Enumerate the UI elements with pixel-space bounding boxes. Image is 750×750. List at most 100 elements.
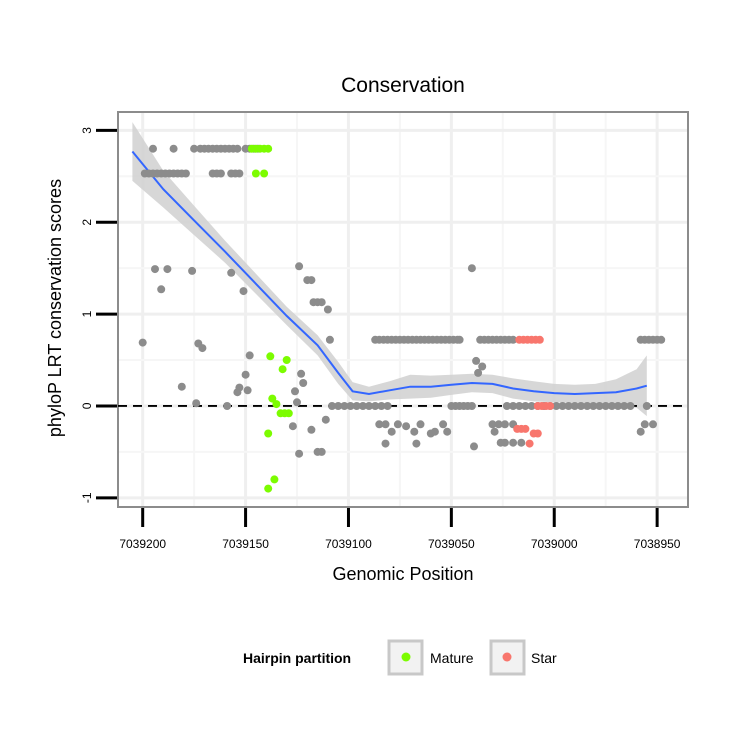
point-mature [282, 356, 291, 364]
point-mature [270, 475, 279, 484]
point-other [472, 356, 481, 365]
point-other [293, 398, 301, 407]
confidence-band [132, 122, 647, 417]
point-mature [264, 484, 273, 493]
chart-title: Conservation [341, 74, 465, 97]
point-other [410, 427, 419, 436]
point-other [509, 335, 518, 344]
x-tick-label: 7038950 [634, 537, 681, 551]
point-other [577, 402, 585, 410]
point-other [470, 442, 478, 451]
point-other [626, 402, 635, 410]
point-other [640, 420, 649, 429]
point-other [558, 402, 567, 410]
point-other [636, 335, 645, 344]
point-other [381, 439, 390, 448]
point-other [295, 449, 304, 458]
point-other [227, 268, 236, 277]
point-other [430, 427, 439, 436]
x-tick-label: 7039000 [531, 537, 578, 551]
point-other [192, 399, 201, 408]
point-other [502, 402, 511, 410]
point-other [151, 265, 159, 274]
point-other [649, 420, 657, 429]
point-other [235, 169, 244, 178]
point-other [490, 427, 499, 436]
x-tick-label: 7039150 [222, 537, 269, 551]
point-other [317, 447, 326, 456]
point-other [328, 402, 336, 410]
point-other [239, 287, 248, 296]
smooth-trend-line [131, 150, 648, 396]
legend: Hairpin partition Mature Star [243, 639, 557, 676]
point-other [365, 402, 373, 410]
point-other [509, 402, 518, 410]
point-other [467, 264, 476, 273]
point-other [383, 402, 392, 410]
legend-label-star: Star [531, 650, 557, 666]
point-mature [266, 352, 275, 361]
legend-key-mature [387, 639, 424, 676]
point-mature [278, 365, 287, 374]
point-other [589, 402, 598, 410]
point-other [521, 402, 530, 410]
point-other [352, 402, 361, 410]
point-other [233, 144, 242, 153]
point-mature [264, 429, 273, 438]
point-other [291, 387, 299, 396]
point-other [138, 338, 147, 347]
y-tick-label: -1 [80, 492, 94, 503]
point-other [527, 402, 536, 410]
point-mature [260, 169, 269, 178]
legend-dot-star [502, 652, 512, 662]
legend-dot-mature [401, 652, 411, 662]
point-other [243, 386, 252, 395]
point-other [500, 438, 509, 447]
point-other [494, 420, 503, 429]
point-other [223, 402, 232, 410]
x-axis-title: Genomic Position [332, 564, 473, 584]
point-other [570, 402, 579, 410]
point-other [416, 420, 425, 429]
point-other [181, 169, 190, 178]
point-other [188, 266, 197, 275]
point-other [381, 420, 390, 429]
point-other [375, 420, 384, 429]
y-axis-ticks: -1 0 1 2 3 [80, 127, 117, 503]
point-other [517, 438, 526, 447]
point-other [564, 402, 573, 410]
point-other [636, 427, 645, 436]
point-other [321, 415, 330, 424]
point-other [157, 285, 166, 294]
point-mature [264, 144, 273, 153]
point-other [478, 362, 487, 371]
point-other [288, 422, 297, 431]
point-other [299, 379, 308, 387]
point-other [198, 344, 207, 353]
legend-title: Hairpin partition [243, 650, 351, 666]
point-other [163, 265, 172, 274]
point-other [620, 402, 629, 410]
point-other [307, 425, 316, 434]
point-other [509, 438, 518, 447]
point-other [607, 402, 616, 410]
y-tick-label: 3 [80, 127, 94, 134]
point-other [614, 402, 622, 410]
point-other [387, 427, 396, 436]
point-other [346, 402, 355, 410]
point-other [439, 420, 448, 429]
point-other [325, 335, 334, 344]
point-other [307, 276, 316, 285]
point-other [402, 422, 411, 431]
point-mature [284, 409, 293, 418]
point-mature [276, 409, 285, 418]
point-other [467, 402, 476, 410]
point-other [412, 439, 421, 448]
point-other [177, 382, 186, 391]
point-other [317, 298, 326, 307]
point-star [533, 429, 542, 438]
point-other [583, 402, 592, 410]
point-other [323, 305, 332, 314]
plot-panel [117, 111, 689, 508]
point-other [216, 169, 225, 178]
